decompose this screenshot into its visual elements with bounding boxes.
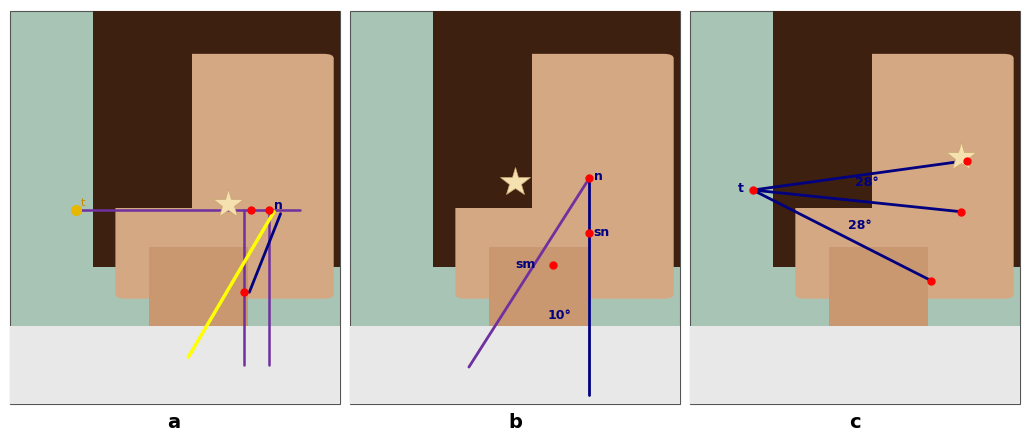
FancyBboxPatch shape bbox=[433, 11, 680, 267]
Text: sn: sn bbox=[594, 225, 610, 239]
FancyBboxPatch shape bbox=[350, 11, 680, 404]
FancyBboxPatch shape bbox=[148, 247, 248, 385]
FancyBboxPatch shape bbox=[690, 11, 1020, 404]
FancyBboxPatch shape bbox=[92, 11, 191, 208]
Text: n: n bbox=[594, 170, 602, 183]
Text: 28°: 28° bbox=[849, 219, 872, 232]
FancyBboxPatch shape bbox=[92, 11, 340, 267]
FancyBboxPatch shape bbox=[116, 54, 334, 299]
FancyBboxPatch shape bbox=[456, 54, 674, 299]
FancyBboxPatch shape bbox=[773, 11, 1020, 267]
FancyBboxPatch shape bbox=[796, 54, 1014, 299]
FancyBboxPatch shape bbox=[773, 11, 871, 208]
Text: t: t bbox=[738, 182, 743, 194]
Text: n: n bbox=[274, 199, 283, 212]
Text: c: c bbox=[849, 413, 861, 431]
FancyBboxPatch shape bbox=[10, 326, 340, 404]
FancyBboxPatch shape bbox=[433, 11, 531, 208]
Text: 28°: 28° bbox=[855, 175, 879, 189]
Text: a: a bbox=[168, 413, 180, 431]
FancyBboxPatch shape bbox=[828, 247, 928, 385]
FancyBboxPatch shape bbox=[690, 326, 1020, 404]
FancyBboxPatch shape bbox=[350, 326, 680, 404]
Text: b: b bbox=[508, 413, 522, 431]
Text: sm: sm bbox=[515, 258, 536, 271]
FancyBboxPatch shape bbox=[488, 247, 588, 385]
Text: t: t bbox=[81, 198, 86, 208]
FancyBboxPatch shape bbox=[10, 11, 340, 404]
Text: 10°: 10° bbox=[548, 309, 572, 322]
